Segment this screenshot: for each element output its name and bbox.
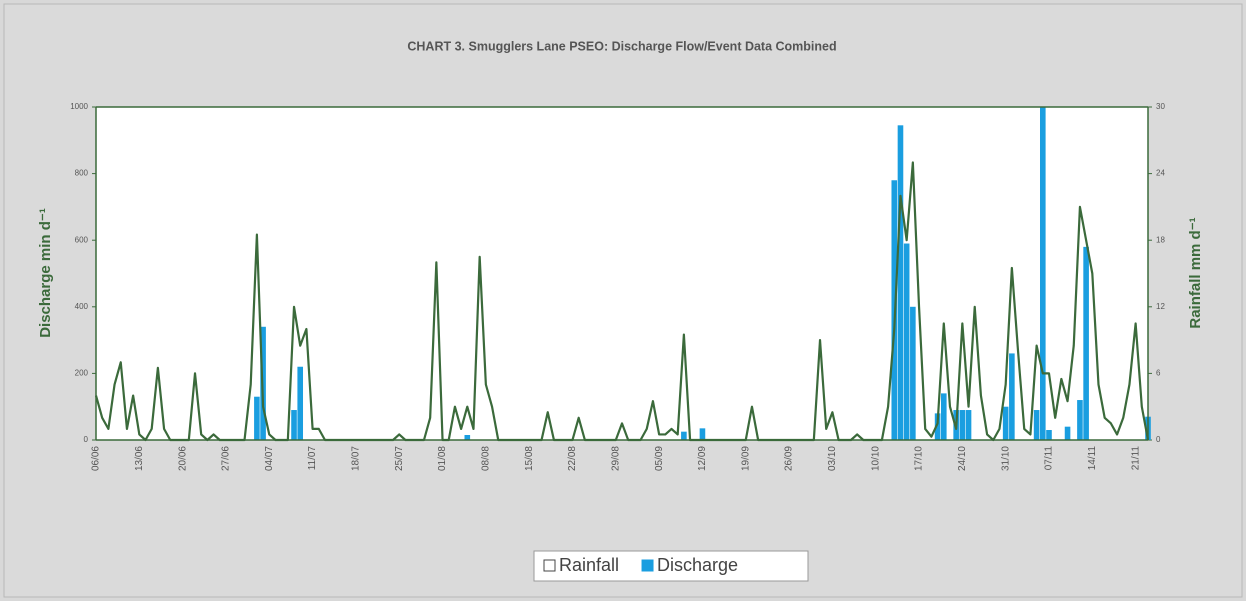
line [94,161,1150,442]
x-tick-label: 19/09 [740,446,751,471]
x-tick-label: 31/10 [1000,446,1011,471]
x-tick-label: 21/11 [1130,446,1141,471]
bar [1077,400,1083,440]
bar [1046,430,1052,440]
bar [965,410,972,440]
x-tick-label: 07/11 [1044,446,1055,471]
bar [910,306,916,440]
x-tick-label: 13/06 [134,446,145,471]
x-tick-label: 10/10 [870,446,881,471]
bar [464,435,471,440]
bar [903,243,910,440]
y-tick-label: 800 [75,169,89,178]
x-tick-label: 20/06 [177,446,188,471]
y2-tick-label: 6 [1156,369,1161,378]
x-tick-label: 01/08 [437,446,448,471]
bar [1002,406,1009,440]
x-tick-label: 29/08 [610,446,621,471]
x-tick-label: 25/07 [394,446,405,471]
y-tick-label: 400 [75,302,89,311]
x-tick-label: 26/09 [784,446,795,471]
x-tick-label: 05/09 [654,446,665,471]
legend-label: Discharge [657,555,738,575]
x-tick-label: 11/07 [307,446,318,471]
bar [1009,353,1015,440]
bar [940,393,947,440]
y-tick-label: 1000 [70,102,88,111]
y2-axis-title: Rainfall mm d⁻¹ [1187,217,1204,328]
x-tick-label: 24/10 [957,446,968,471]
x-tick-label: 15/08 [524,446,535,471]
legend-box [533,550,809,582]
y-tick-label: 200 [75,369,89,378]
x-tick-label: 27/06 [221,446,232,471]
y-tick-label: 0 [84,435,89,444]
y2-tick-label: 30 [1156,102,1165,111]
x-tick-label: 04/07 [264,446,275,471]
bar [1033,410,1040,440]
plot-area [96,107,1148,440]
legend-swatch [641,559,654,572]
legend-swatch [543,559,556,572]
bar [959,410,966,440]
bar [897,125,904,440]
bar [934,413,941,440]
legend-label: Rainfall [559,555,619,575]
y2-tick-label: 0 [1156,435,1161,444]
y-axis-title: Discharge min d⁻¹ [37,208,54,338]
bar [681,431,687,440]
bar [1083,246,1089,440]
x-tick-label: 22/08 [567,446,578,471]
x-tick-label: 08/08 [480,446,491,471]
x-tick-label: 17/10 [914,446,925,471]
bar [254,396,260,440]
x-tick-label: 12/09 [697,446,708,471]
y2-tick-label: 12 [1156,302,1165,311]
x-tick-label: 06/06 [91,446,102,471]
x-tick-label: 14/11 [1087,446,1098,471]
y2-tick-label: 24 [1156,169,1165,178]
bar [291,410,297,440]
bar [1040,107,1046,440]
x-tick-label: 03/10 [827,446,838,471]
y2-tick-label: 18 [1156,235,1165,244]
chart-title: CHART 3. Smugglers Lane PSEO: Discharge … [407,39,836,53]
bar [1064,426,1071,440]
y-tick-label: 600 [75,235,89,244]
bar [699,428,706,440]
bar [297,366,304,440]
x-tick-label: 18/07 [351,446,362,471]
